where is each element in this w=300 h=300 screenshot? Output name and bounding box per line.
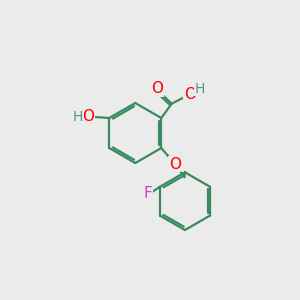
Text: O: O xyxy=(151,81,163,96)
Text: O: O xyxy=(184,87,196,102)
Text: O: O xyxy=(82,109,94,124)
Text: H: H xyxy=(195,82,205,96)
Text: H: H xyxy=(73,110,83,124)
Text: F: F xyxy=(143,186,152,201)
Text: O: O xyxy=(169,157,181,172)
